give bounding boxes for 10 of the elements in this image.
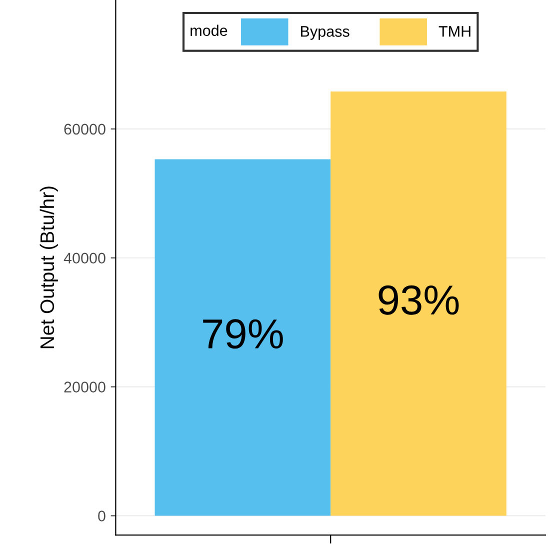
y-tick-label: 20000 — [64, 382, 106, 392]
legend-title: mode — [190, 24, 228, 36]
annotation: 93% — [378, 285, 459, 315]
y-tick-label: 60000 — [64, 124, 106, 135]
y-tick-label: 40000 — [64, 252, 106, 264]
legend-label: TMH — [438, 26, 470, 37]
y-tick-label: 0 — [98, 510, 106, 522]
annotation: 79% — [203, 319, 283, 349]
legend-label: Bypass — [301, 26, 350, 40]
y-axis-title: Net Output (Btu/hr) — [40, 186, 58, 348]
